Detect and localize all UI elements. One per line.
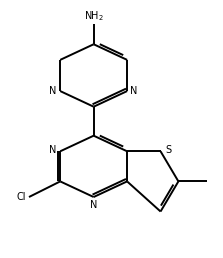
Text: N: N [50, 86, 57, 96]
Text: N: N [90, 200, 97, 210]
Text: NH$_2$: NH$_2$ [84, 9, 104, 23]
Text: Cl: Cl [16, 192, 26, 202]
Text: N: N [50, 145, 57, 155]
Text: N: N [130, 86, 138, 96]
Text: S: S [165, 145, 171, 155]
